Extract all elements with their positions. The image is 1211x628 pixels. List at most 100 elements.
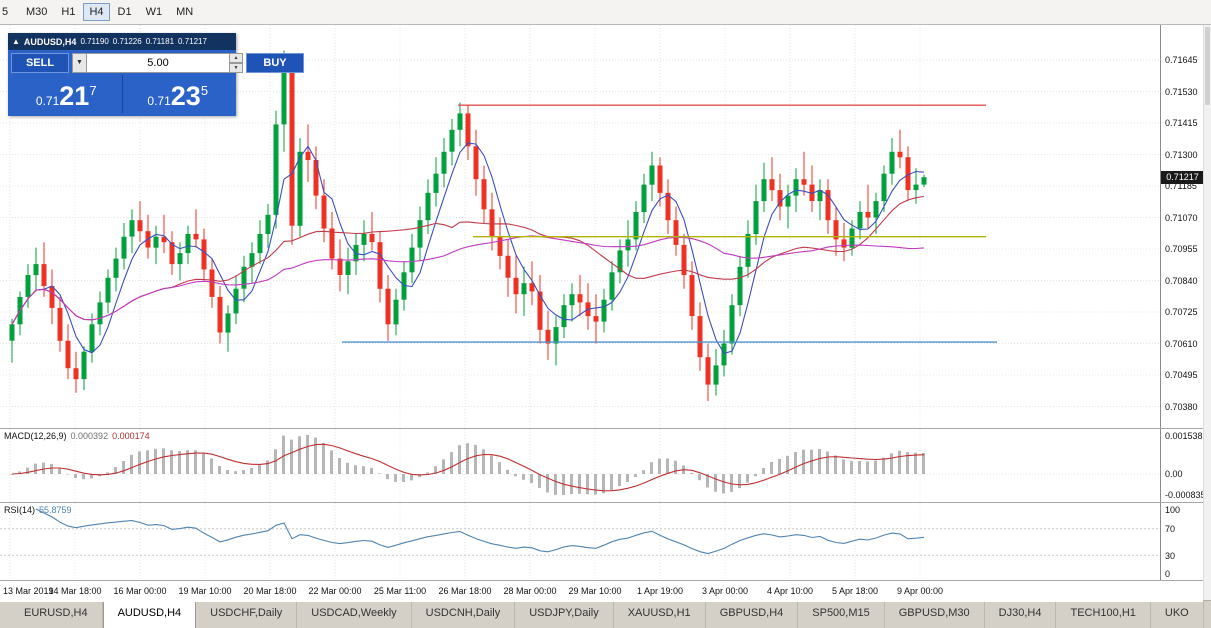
chart-tab-usdjpy-daily[interactable]: USDJPY,Daily <box>515 601 614 628</box>
bid-price[interactable]: 0.71 21 7 <box>11 75 123 113</box>
rsi-axis-30: 30 <box>1165 551 1176 561</box>
timeframe-button-d1[interactable]: D1 <box>117 6 132 18</box>
time-axis[interactable]: 13 Mar 2019 14 Mar 18:00 16 Mar 00:00 19 Ma… <box>0 580 1203 602</box>
rsi-axis-100: 100 <box>1165 505 1181 515</box>
high-value: 0.71226 <box>112 37 142 46</box>
price-tick: 0.71300 <box>1165 149 1198 160</box>
timeframe-toolbar: 5 M30 H1 H4 D1 W1 MN <box>0 0 1211 25</box>
ask-price[interactable]: 0.71 23 5 <box>123 75 234 113</box>
low-value: 0.71181 <box>145 37 175 46</box>
chart-tab-uko[interactable]: UKO <box>1150 601 1204 628</box>
price-tick: 0.70495 <box>1165 370 1198 380</box>
macd-panel: MACD(12,26,9) 0.000392 0.000174 0.001538 0… <box>0 428 1206 502</box>
price-scale[interactable]: 0.71645 0.71530 0.71415 0.71300 0.71185 0.710… <box>1160 25 1204 428</box>
chart-tab-eurusd-h4[interactable]: EURUSD,H4 <box>10 601 103 628</box>
price-tick: 0.70955 <box>1165 244 1198 254</box>
buy-button[interactable]: BUY <box>246 53 304 73</box>
chart-tab-bar: EURUSD,H4 AUDUSD,H4 USDCHF,Daily USDCAD,Wee… <box>0 600 1211 628</box>
macd-main-value: 0.000392 <box>70 431 109 441</box>
time-axis-label: 19 Mar 10:00 <box>178 586 232 596</box>
macd-chart <box>0 429 1160 502</box>
time-axis-label: 14 Mar 18:00 <box>48 586 102 596</box>
price-tick: 0.71415 <box>1165 118 1198 128</box>
vertical-scrollbar[interactable] <box>1203 25 1211 600</box>
rsi-label: RSI(14) 55.8759 <box>4 505 72 515</box>
macd-axis-max: 0.001538 <box>1165 431 1203 441</box>
price-tick: 0.71070 <box>1165 212 1198 223</box>
rsi-axis-0: 0 <box>1165 569 1171 579</box>
time-axis-label: 29 Mar 10:00 <box>568 586 622 596</box>
open-value: 0.71190 <box>80 37 109 46</box>
timeframe-button-m30[interactable]: M30 <box>26 6 48 18</box>
time-axis-label: 4 Apr 10:00 <box>766 586 814 596</box>
rsi-value: 55.8759 <box>39 505 72 515</box>
price-tick: 0.71645 <box>1165 55 1198 65</box>
price-tick: 0.71185 <box>1165 181 1197 191</box>
chart-tab-gbpusd-h4[interactable]: GBPUSD,H4 <box>705 601 799 628</box>
volume-down-icon[interactable]: ▼ <box>230 63 243 73</box>
chart-tab-usdchf-daily[interactable]: USDCHF,Daily <box>196 601 298 628</box>
chart-workspace: ▲ AUDUSD,H4 0.71190 0.71226 0.71181 0.71… <box>0 25 1211 602</box>
time-axis-label: 16 Mar 00:00 <box>113 586 167 596</box>
time-axis-label: 13 Mar 2019 <box>3 586 54 596</box>
macd-axis-zero: 0.00 <box>1165 469 1183 479</box>
macd-name: MACD(12,26,9) <box>4 431 67 441</box>
time-axis-label: 22 Mar 00:00 <box>308 586 362 596</box>
timeframe-button-5[interactable]: 5 <box>1 6 9 18</box>
chart-tab-dj30-h4[interactable]: DJ30,H4 <box>984 601 1057 628</box>
ask-big-digits: 23 <box>170 81 201 111</box>
close-value: 0.71217 <box>178 37 207 46</box>
macd-signal-value: 0.000174 <box>112 431 150 441</box>
macd-axis-min: -0.000835 <box>1165 490 1206 500</box>
price-tick: 0.70725 <box>1165 307 1198 317</box>
time-axis-label: 1 Apr 19:00 <box>636 586 684 596</box>
volume-up-icon[interactable]: ▲ <box>230 53 243 63</box>
rsi-plot[interactable]: RSI(14) 55.8759 <box>0 503 1160 580</box>
ask-pipette: 5 <box>200 83 209 98</box>
rsi-axis-70: 70 <box>1165 524 1176 534</box>
chart-tab-tech100-h1[interactable]: TECH100,H1 <box>1056 601 1151 628</box>
rsi-chart <box>0 503 1160 580</box>
time-axis-label: 26 Mar 18:00 <box>438 586 492 596</box>
ohlc-values: 0.71190 0.71226 0.71181 0.71217 <box>80 37 207 46</box>
candlestick-chart <box>0 25 1160 428</box>
chart-tab-usdcad-weekly[interactable]: USDCAD,Weekly <box>297 601 412 628</box>
chart-tab-sp500-m15[interactable]: SP500,M15 <box>798 601 885 628</box>
time-axis-label: 9 Apr 00:00 <box>896 586 944 596</box>
macd-plot[interactable]: MACD(12,26,9) 0.000392 0.000174 <box>0 429 1160 502</box>
chart-tab-xauusd-h1[interactable]: XAUUSD,H1 <box>613 601 706 628</box>
one-click-trade-panel: ▲ AUDUSD,H4 0.71190 0.71226 0.71181 0.71… <box>8 33 304 116</box>
timeframe-button-mn[interactable]: MN <box>176 6 194 18</box>
macd-label: MACD(12,26,9) 0.000392 0.000174 <box>4 431 150 441</box>
symbol-label: AUDUSD,H4 <box>23 36 77 47</box>
chart-tab-gbpusd-m30[interactable]: GBPUSD,M30 <box>884 601 985 628</box>
chart-tab-usdcnh-daily[interactable]: USDCNH,Daily <box>411 601 516 628</box>
chart-tab-audusd-h4[interactable]: AUDUSD,H4 <box>102 601 197 628</box>
ask-prefix: 0.71 <box>147 94 171 108</box>
timeframe-button-w1[interactable]: W1 <box>145 6 163 18</box>
bid-prefix: 0.71 <box>35 94 60 108</box>
time-axis-label: 5 Apr 18:00 <box>831 586 879 596</box>
time-axis-label: 3 Apr 00:00 <box>701 586 749 596</box>
trade-panel-header: ▲ AUDUSD,H4 0.71190 0.71226 0.71181 0.71… <box>8 33 236 50</box>
price-tick: 0.70380 <box>1165 401 1198 412</box>
time-axis-label: 25 Mar 11:00 <box>373 586 427 596</box>
price-chart-panel: ▲ AUDUSD,H4 0.71190 0.71226 0.71181 0.71… <box>0 25 1204 428</box>
price-chart-plot[interactable]: ▲ AUDUSD,H4 0.71190 0.71226 0.71181 0.71… <box>0 25 1160 428</box>
collapse-trade-panel-icon[interactable]: ▲ <box>12 37 20 46</box>
rsi-scale[interactable]: 100 70 30 0 <box>1160 503 1203 580</box>
bid-big-digits: 21 <box>59 81 90 111</box>
bid-pipette: 7 <box>89 83 97 98</box>
vertical-scrollbar-thumb[interactable] <box>1205 27 1210 105</box>
time-axis-label: 28 Mar 00:00 <box>503 586 557 596</box>
volume-dropdown-icon[interactable]: ▼ <box>72 53 87 73</box>
price-tick: 0.70840 <box>1165 275 1198 286</box>
rsi-panel: RSI(14) 55.8759 100 70 30 0 <box>0 502 1203 580</box>
volume-input[interactable] <box>87 53 230 73</box>
timeframe-button-h4[interactable]: H4 <box>83 3 110 21</box>
macd-scale[interactable]: 0.001538 0.00 -0.000835 <box>1160 429 1206 502</box>
price-tick: 0.70610 <box>1165 338 1198 349</box>
timeframe-button-h1[interactable]: H1 <box>61 6 76 18</box>
time-axis-label: 20 Mar 18:00 <box>243 586 297 596</box>
sell-button[interactable]: SELL <box>11 53 69 73</box>
